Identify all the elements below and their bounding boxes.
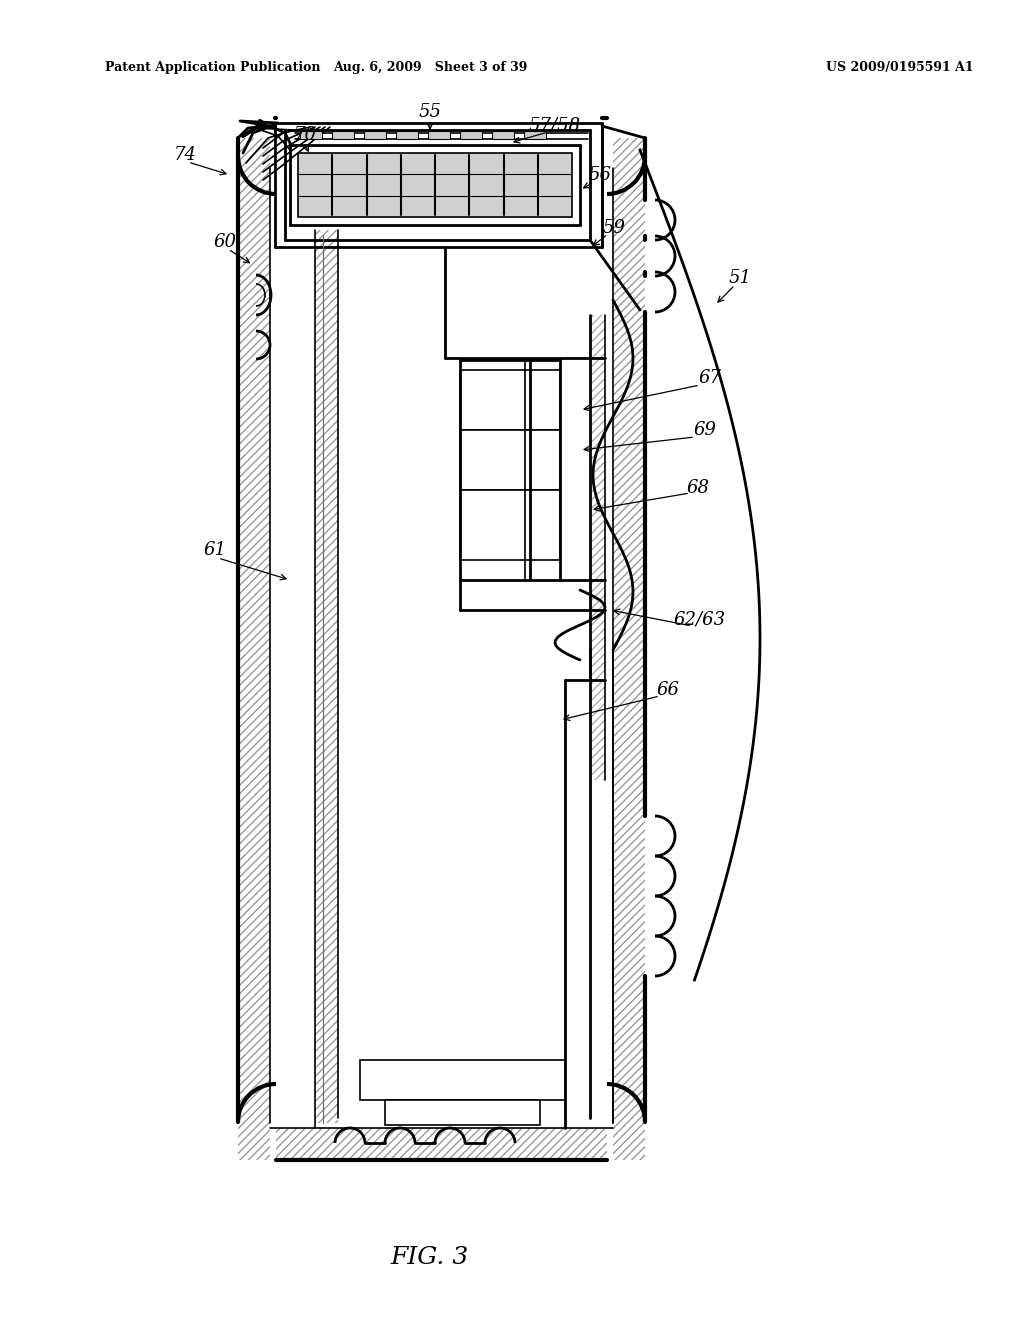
Bar: [276, 1129, 607, 1160]
Bar: [360, 1060, 565, 1100]
Bar: [300, 131, 322, 139]
Text: Aug. 6, 2009   Sheet 3 of 39: Aug. 6, 2009 Sheet 3 of 39: [333, 62, 527, 74]
Bar: [298, 153, 572, 216]
Bar: [428, 131, 450, 139]
Bar: [364, 131, 386, 139]
Bar: [460, 370, 560, 430]
Text: 69: 69: [693, 421, 717, 440]
Text: US 2009/0195591 A1: US 2009/0195591 A1: [826, 62, 974, 74]
Bar: [460, 430, 560, 490]
Text: 67: 67: [698, 370, 722, 387]
Text: 70: 70: [294, 125, 316, 144]
Bar: [315, 230, 338, 1123]
Text: 62/63: 62/63: [674, 611, 726, 630]
Text: 51: 51: [728, 269, 752, 286]
Text: 66: 66: [656, 681, 680, 700]
Bar: [590, 315, 605, 780]
Text: 57/58: 57/58: [529, 116, 581, 135]
Text: FIG. 3: FIG. 3: [391, 1246, 469, 1270]
Text: Patent Application Publication: Patent Application Publication: [105, 62, 321, 74]
Text: 61: 61: [204, 541, 226, 558]
Bar: [524, 131, 546, 139]
Text: 74: 74: [173, 147, 197, 164]
Text: 68: 68: [686, 479, 710, 498]
Bar: [385, 1100, 540, 1125]
Text: 59: 59: [602, 219, 626, 238]
Bar: [613, 139, 645, 1160]
Text: 56: 56: [589, 166, 611, 183]
Text: 55: 55: [419, 103, 441, 121]
Bar: [492, 131, 514, 139]
Bar: [396, 131, 418, 139]
Bar: [460, 131, 482, 139]
Bar: [332, 131, 354, 139]
Text: 60: 60: [213, 234, 237, 251]
Bar: [238, 139, 270, 1160]
Bar: [460, 490, 560, 560]
